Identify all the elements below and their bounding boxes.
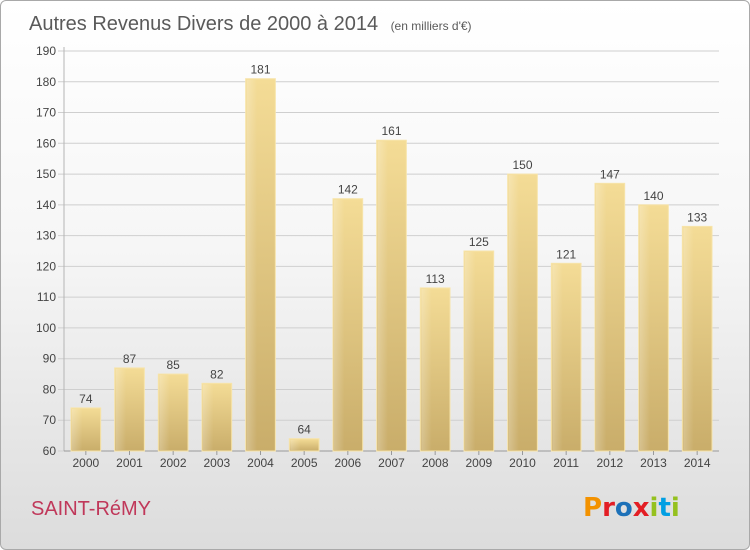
y-tick-label: 100 <box>36 321 56 335</box>
y-tick-label: 130 <box>36 229 56 243</box>
x-tick-label: 2004 <box>247 456 274 470</box>
y-tick-label: 180 <box>36 75 56 89</box>
data-label: 125 <box>469 235 489 249</box>
y-tick-label: 120 <box>36 259 56 273</box>
bar-highlight <box>202 384 214 450</box>
bar-highlight <box>377 141 389 450</box>
chart-unit-text: (en milliers d'€) <box>391 19 472 33</box>
x-tick-label: 2001 <box>116 456 143 470</box>
x-tick-label: 2005 <box>291 456 318 470</box>
bar-highlight <box>421 288 432 450</box>
proxiti-logo-text: Proxiti <box>583 493 680 523</box>
data-label: 140 <box>643 189 663 203</box>
x-tick-label: 2010 <box>509 456 536 470</box>
chart-title-text: Autres Revenus Divers de 2000 à 2014 <box>29 13 378 35</box>
bar-highlight <box>552 264 563 450</box>
bar-highlight <box>333 199 345 450</box>
data-label: 82 <box>210 367 224 381</box>
x-tick-label: 2003 <box>203 456 230 470</box>
y-tick-label: 160 <box>36 136 56 150</box>
x-tick-label: 2002 <box>160 456 187 470</box>
bar-highlight <box>464 252 476 450</box>
data-label: 64 <box>297 423 311 437</box>
bar-highlight <box>246 79 258 450</box>
data-label: 161 <box>381 124 401 138</box>
bar-highlight <box>595 184 607 451</box>
bar-highlight <box>71 408 83 450</box>
y-tick-label: 150 <box>36 167 56 181</box>
x-tick-label: 2009 <box>465 456 492 470</box>
bar-highlight <box>683 227 694 450</box>
bars: 74 87 85 82 181 64 142 161 113 125 150 121 147 140 133 <box>70 63 713 452</box>
y-tick-label: 190 <box>36 44 56 58</box>
y-tick-label: 140 <box>36 198 56 212</box>
data-label: 121 <box>556 247 576 261</box>
bar-highlight <box>290 439 301 450</box>
x-tick-label: 2013 <box>640 456 667 470</box>
x-tick-label: 2012 <box>596 456 623 470</box>
data-label: 87 <box>123 352 137 366</box>
y-tick-label: 90 <box>43 352 57 366</box>
data-label: 147 <box>600 167 620 181</box>
data-label: 74 <box>79 392 93 406</box>
data-label: 150 <box>512 158 532 172</box>
x-tick-label: 2008 <box>422 456 449 470</box>
y-axis: 60 70 80 90 100 110 120 130 140 150 160 170 180 190 <box>36 44 56 458</box>
y-tick-label: 80 <box>43 382 57 396</box>
x-tick-label: 2011 <box>553 456 579 470</box>
y-tick-label: 110 <box>37 290 56 304</box>
proxiti-logo: Proxiti <box>583 493 680 523</box>
data-label: 85 <box>166 358 180 372</box>
y-tick-label: 60 <box>43 444 57 458</box>
data-label: 142 <box>338 183 358 197</box>
y-tick-label: 170 <box>36 106 56 120</box>
data-label: 181 <box>250 63 270 77</box>
data-label: 113 <box>426 272 445 286</box>
bar-highlight <box>639 205 651 450</box>
bar-highlight <box>508 175 520 451</box>
x-tick-label: 2006 <box>334 456 361 470</box>
x-tick-label: 2014 <box>684 456 711 470</box>
x-tick-label: 2007 <box>378 456 405 470</box>
chart-title: Autres Revenus Divers de 2000 à 2014 (en… <box>29 13 472 35</box>
bar-highlight <box>115 368 127 450</box>
bar-highlight <box>159 375 170 450</box>
commune-name: SAINT-RéMY <box>31 498 151 520</box>
x-tick-label: 2000 <box>72 456 99 470</box>
y-tick-label: 70 <box>43 413 57 427</box>
data-label: 133 <box>687 210 707 224</box>
x-axis: 2000 2001 2002 2003 2004 2005 2006 2007 2008 2009… <box>72 451 711 470</box>
